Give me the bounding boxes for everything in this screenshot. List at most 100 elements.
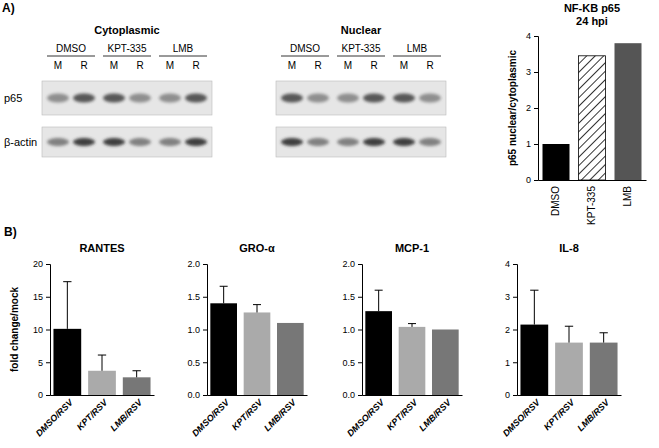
error-cap	[600, 332, 608, 333]
axis-line	[208, 395, 308, 396]
tick-mark	[203, 362, 207, 363]
axis-line	[513, 265, 518, 396]
tick: 4	[505, 259, 517, 269]
tick: 0.0	[187, 390, 207, 400]
tick-label: LMB/RSV	[575, 397, 611, 433]
tick-label: LMB/RSV	[108, 397, 144, 433]
tick: 5	[38, 358, 50, 368]
tick-label: 0	[505, 390, 510, 400]
blot: CytoplasmicDMSOMRKPT-335MRLMBMRNuclearDM…	[4, 24, 446, 157]
chart-title: RANTES	[79, 242, 124, 254]
error-bar	[98, 355, 106, 371]
x-axis: DMSO KPT-335 LMB	[539, 180, 647, 225]
tick-label: 0	[38, 390, 43, 400]
blot-band	[419, 138, 441, 146]
tick: DMSO/RSV	[345, 395, 387, 438]
tick-label: 2.0	[187, 259, 200, 269]
tick-mark	[46, 395, 50, 396]
tick: 2.0	[187, 259, 207, 269]
error-cap	[133, 370, 141, 371]
plot-marks	[543, 43, 642, 180]
tick-label: DMSO	[550, 186, 561, 216]
lane-label: M	[288, 60, 296, 71]
tick: KPT/RSV	[230, 395, 265, 432]
error-bar	[375, 290, 383, 311]
lane-label: R	[426, 60, 433, 71]
blot-strip	[42, 81, 212, 115]
blot-band	[185, 94, 207, 103]
blot-strip	[42, 127, 212, 157]
blot-band	[129, 94, 151, 103]
tick-mark	[46, 330, 50, 331]
blot-band	[281, 94, 303, 103]
group-label: LMB	[173, 43, 194, 54]
tick: KPT/RSV	[75, 395, 110, 432]
blot-band	[47, 94, 69, 103]
blot-band	[159, 138, 181, 146]
tick-mark	[358, 395, 362, 396]
lane-label: M	[400, 60, 408, 71]
tick-mark	[46, 297, 50, 298]
x-axis: DMSO/RSVKPT/RSVLMB/RSV	[190, 395, 307, 438]
chart-title: IL-8	[559, 242, 579, 254]
group-label: LMB	[407, 43, 428, 54]
tick-mark	[534, 108, 538, 109]
tick: 10	[33, 325, 50, 335]
panel-label: B)	[4, 225, 17, 239]
tick-mark	[534, 72, 538, 73]
y-axis: 0.00.51.01.52.0	[342, 259, 362, 400]
blot-band	[363, 94, 385, 103]
tick-label: 20	[33, 259, 43, 269]
tick: DMSO/RSV	[34, 395, 76, 438]
lane-label: M	[54, 60, 62, 71]
blot-band	[393, 138, 415, 146]
tick: LMB/RSV	[262, 395, 298, 433]
blot-band	[73, 94, 95, 103]
tick: 1.0	[187, 325, 207, 335]
tick-mark	[358, 330, 362, 331]
error-cap	[408, 323, 416, 324]
tick-label: 1	[505, 358, 510, 368]
error-cap	[220, 286, 228, 287]
axis-line	[358, 265, 363, 396]
tick-mark	[534, 36, 538, 37]
group-label: DMSO	[56, 43, 86, 54]
tick-label: 5	[38, 358, 43, 368]
lane-label: M	[344, 60, 352, 71]
bar-chart: 01234DMSOKPT-335LMBNF-KB p6524 hpi	[526, 2, 647, 225]
tick-label: DMSO/RSV	[190, 397, 232, 439]
blot-strip	[276, 127, 446, 157]
y-axis: 05101520	[33, 259, 51, 400]
row-label: β-actin	[4, 136, 37, 148]
lane-label: R	[314, 60, 321, 71]
error-cap	[375, 290, 383, 291]
bar-chart: 05101520DMSO/RSVKPT/RSVLMB/RSVRANTES	[33, 242, 155, 438]
x-axis: DMSO/RSVKPT/RSVLMB/RSV	[345, 395, 462, 438]
tick: 1.5	[187, 292, 207, 302]
tick: LMB	[622, 180, 633, 207]
tick-label: DMSO/RSV	[34, 397, 76, 439]
tick-mark	[46, 362, 50, 363]
blot-band	[337, 94, 359, 103]
blot-band	[185, 138, 207, 146]
tick: DMSO	[550, 180, 561, 216]
error-stem	[378, 290, 379, 311]
error-cap	[565, 326, 573, 327]
bar	[244, 312, 271, 395]
tick-label: 1.5	[187, 292, 200, 302]
bar	[88, 371, 116, 395]
tick-mark	[513, 264, 517, 265]
tick: 2.0	[342, 259, 362, 269]
blot-band	[419, 94, 441, 103]
tick: KPT-335	[586, 180, 597, 225]
group-label: KPT-335	[342, 43, 381, 54]
bar-chart: 0.00.51.01.52.0DMSO/RSVKPT/RSVLMB/RSVMCP…	[342, 242, 462, 438]
y-axis: 01234	[526, 31, 539, 185]
tick: DMSO/RSV	[501, 395, 543, 438]
bar	[53, 329, 81, 395]
error-stem	[569, 326, 570, 342]
error-stem	[534, 290, 535, 324]
error-bar	[133, 371, 141, 378]
group-underline	[337, 56, 385, 57]
tick-label: 4	[505, 259, 510, 269]
